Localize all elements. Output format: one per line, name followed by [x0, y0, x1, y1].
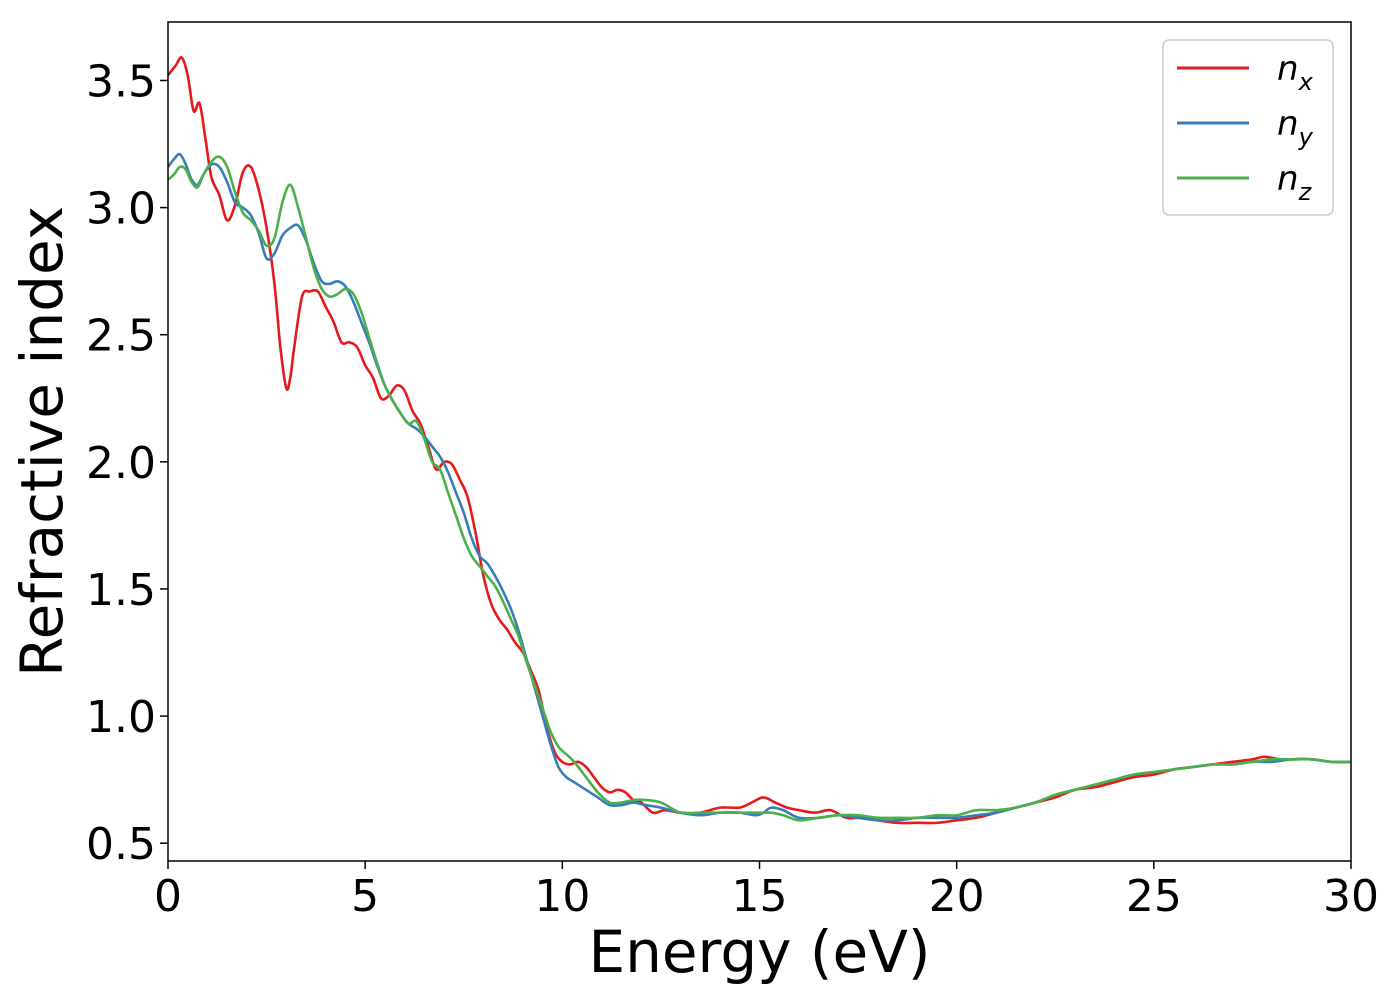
x-tick-label: 5	[351, 871, 379, 922]
legend-label-x: nx	[1277, 49, 1314, 96]
y-tick-label: 3.0	[86, 184, 156, 235]
x-tick-label: 20	[929, 871, 985, 922]
legend-label-z: nz	[1277, 159, 1313, 206]
series-layer	[168, 56, 1351, 825]
legend: nx ny nz	[1162, 39, 1334, 216]
x-tick-label: 15	[732, 871, 788, 922]
x-tick-label: 10	[534, 871, 590, 922]
y-axis-label: Refractive index	[8, 206, 76, 677]
y-tick-label: 1.0	[86, 692, 156, 743]
series-line-z	[168, 155, 1351, 822]
y-tick-label: 1.5	[86, 565, 156, 616]
series-line-y	[168, 152, 1351, 822]
y-tick-label: 2.5	[86, 311, 156, 362]
y-axis: 0.5 1.0 1.5 2.0 2.5 3.0 3.5	[86, 56, 168, 870]
y-tick-label: 0.5	[86, 819, 156, 870]
y-tick-label: 3.5	[86, 56, 156, 107]
x-tick-label: 30	[1323, 871, 1379, 922]
x-tick-label: 25	[1126, 871, 1182, 922]
x-axis-label: Energy (eV)	[588, 918, 930, 986]
legend-box	[1162, 39, 1334, 216]
x-axis: 0 5 10 15 20 25 30	[154, 861, 1379, 922]
y-tick-label: 2.0	[86, 438, 156, 489]
legend-label-y: ny	[1277, 104, 1314, 151]
x-tick-label: 0	[154, 871, 182, 922]
